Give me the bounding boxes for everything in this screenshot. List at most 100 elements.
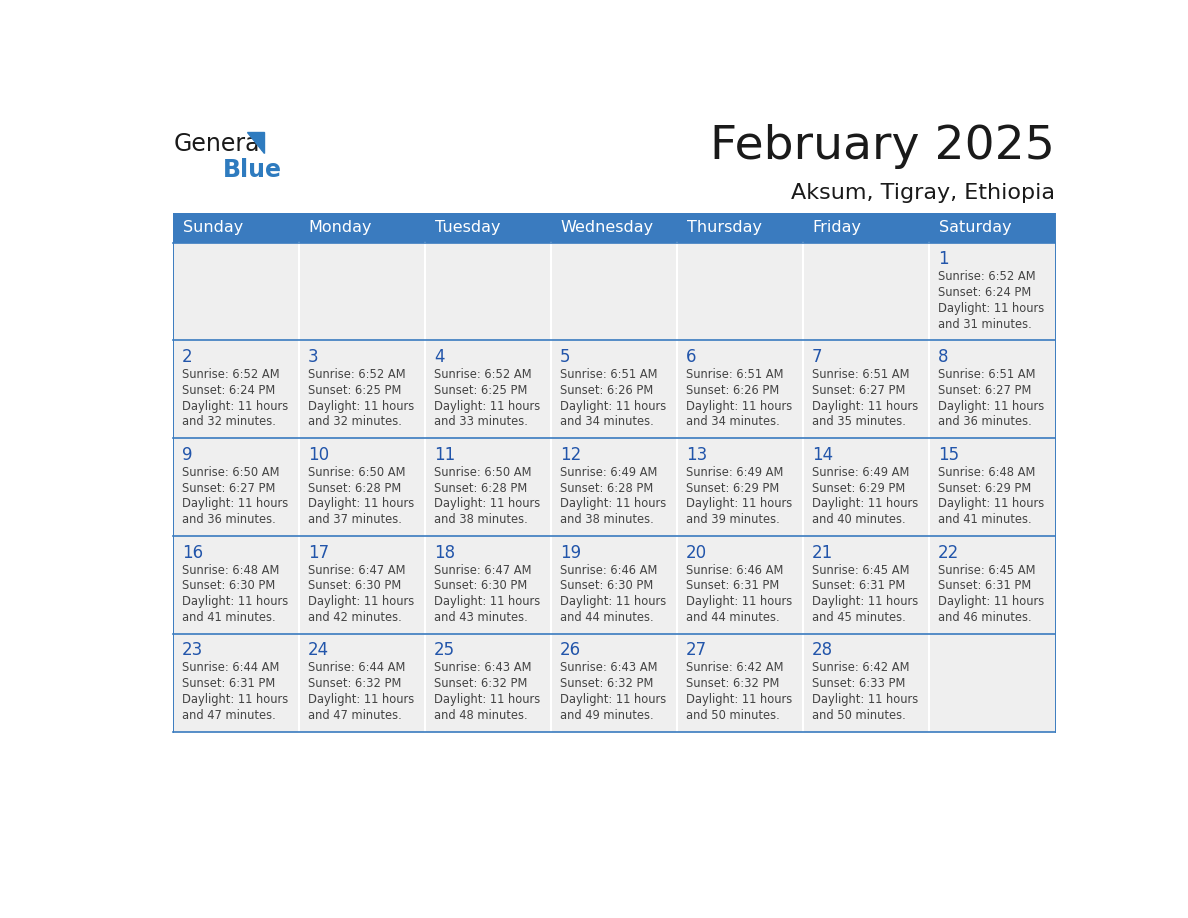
Text: Blue: Blue	[223, 158, 282, 182]
Text: 6: 6	[685, 348, 696, 366]
Text: and 49 minutes.: and 49 minutes.	[560, 709, 653, 722]
Text: and 32 minutes.: and 32 minutes.	[308, 416, 402, 429]
Text: Sunrise: 6:49 AM: Sunrise: 6:49 AM	[560, 466, 657, 479]
Text: and 47 minutes.: and 47 minutes.	[182, 709, 276, 722]
Text: Daylight: 11 hours: Daylight: 11 hours	[685, 399, 792, 413]
Text: Monday: Monday	[309, 220, 372, 236]
Bar	[551, 341, 677, 438]
Text: Daylight: 11 hours: Daylight: 11 hours	[811, 498, 918, 510]
Text: Sunrise: 6:47 AM: Sunrise: 6:47 AM	[434, 564, 531, 577]
Text: 23: 23	[182, 642, 203, 659]
Text: Daylight: 11 hours: Daylight: 11 hours	[937, 302, 1044, 315]
Bar	[425, 341, 551, 438]
Text: Sunrise: 6:52 AM: Sunrise: 6:52 AM	[182, 368, 279, 381]
Text: 24: 24	[308, 642, 329, 659]
Bar	[551, 438, 677, 536]
Text: Sunset: 6:28 PM: Sunset: 6:28 PM	[308, 482, 402, 495]
Text: Daylight: 11 hours: Daylight: 11 hours	[685, 595, 792, 609]
Text: Daylight: 11 hours: Daylight: 11 hours	[182, 498, 287, 510]
Text: Sunset: 6:29 PM: Sunset: 6:29 PM	[685, 482, 779, 495]
Text: Sunset: 6:31 PM: Sunset: 6:31 PM	[182, 677, 276, 690]
Text: and 40 minutes.: and 40 minutes.	[811, 513, 905, 526]
Bar	[299, 536, 425, 633]
Text: Sunrise: 6:47 AM: Sunrise: 6:47 AM	[308, 564, 405, 577]
Text: Daylight: 11 hours: Daylight: 11 hours	[182, 399, 287, 413]
Text: 1: 1	[937, 251, 948, 268]
Bar	[299, 341, 425, 438]
Text: February 2025: February 2025	[710, 124, 1055, 169]
Text: Daylight: 11 hours: Daylight: 11 hours	[685, 498, 792, 510]
Text: 9: 9	[182, 446, 192, 464]
Text: Sunset: 6:31 PM: Sunset: 6:31 PM	[937, 579, 1031, 592]
Text: Sunset: 6:26 PM: Sunset: 6:26 PM	[560, 384, 653, 397]
Text: Sunrise: 6:45 AM: Sunrise: 6:45 AM	[937, 564, 1035, 577]
Text: and 43 minutes.: and 43 minutes.	[434, 611, 527, 624]
Text: Sunset: 6:32 PM: Sunset: 6:32 PM	[434, 677, 527, 690]
Text: and 50 minutes.: and 50 minutes.	[811, 709, 905, 722]
Text: and 38 minutes.: and 38 minutes.	[434, 513, 527, 526]
Text: Daylight: 11 hours: Daylight: 11 hours	[811, 399, 918, 413]
Text: Sunrise: 6:50 AM: Sunrise: 6:50 AM	[182, 466, 279, 479]
Text: Sunset: 6:30 PM: Sunset: 6:30 PM	[308, 579, 402, 592]
Text: 21: 21	[811, 543, 833, 562]
Text: Sunset: 6:31 PM: Sunset: 6:31 PM	[685, 579, 779, 592]
Text: Sunset: 6:27 PM: Sunset: 6:27 PM	[811, 384, 905, 397]
Text: and 36 minutes.: and 36 minutes.	[182, 513, 276, 526]
Bar	[173, 633, 299, 732]
Text: Daylight: 11 hours: Daylight: 11 hours	[434, 498, 541, 510]
Text: Sunrise: 6:51 AM: Sunrise: 6:51 AM	[937, 368, 1035, 381]
Text: Daylight: 11 hours: Daylight: 11 hours	[560, 498, 666, 510]
Bar	[425, 242, 551, 341]
Text: Sunset: 6:31 PM: Sunset: 6:31 PM	[811, 579, 905, 592]
Text: 5: 5	[560, 348, 570, 366]
Bar	[173, 242, 299, 341]
Text: and 34 minutes.: and 34 minutes.	[685, 416, 779, 429]
Text: Sunset: 6:30 PM: Sunset: 6:30 PM	[182, 579, 276, 592]
Bar	[173, 536, 299, 633]
Text: Sunrise: 6:46 AM: Sunrise: 6:46 AM	[560, 564, 657, 577]
Text: Sunset: 6:24 PM: Sunset: 6:24 PM	[937, 286, 1031, 299]
Text: Daylight: 11 hours: Daylight: 11 hours	[182, 595, 287, 609]
Text: Sunrise: 6:43 AM: Sunrise: 6:43 AM	[434, 662, 531, 675]
Bar	[551, 213, 677, 242]
Bar	[803, 341, 929, 438]
Text: Daylight: 11 hours: Daylight: 11 hours	[811, 693, 918, 706]
Text: and 41 minutes.: and 41 minutes.	[937, 513, 1031, 526]
Text: and 33 minutes.: and 33 minutes.	[434, 416, 527, 429]
Text: Sunset: 6:28 PM: Sunset: 6:28 PM	[560, 482, 653, 495]
Bar	[929, 341, 1055, 438]
Text: 10: 10	[308, 446, 329, 464]
Text: 19: 19	[560, 543, 581, 562]
Text: 17: 17	[308, 543, 329, 562]
Text: 13: 13	[685, 446, 707, 464]
Bar	[929, 633, 1055, 732]
Text: 15: 15	[937, 446, 959, 464]
Text: Saturday: Saturday	[939, 220, 1011, 236]
Text: Sunrise: 6:48 AM: Sunrise: 6:48 AM	[182, 564, 279, 577]
Text: 25: 25	[434, 642, 455, 659]
Text: and 31 minutes.: and 31 minutes.	[937, 318, 1031, 330]
Text: Daylight: 11 hours: Daylight: 11 hours	[434, 399, 541, 413]
Text: 4: 4	[434, 348, 444, 366]
Text: Daylight: 11 hours: Daylight: 11 hours	[811, 595, 918, 609]
Bar	[677, 536, 803, 633]
Text: and 44 minutes.: and 44 minutes.	[685, 611, 779, 624]
Text: Daylight: 11 hours: Daylight: 11 hours	[560, 693, 666, 706]
Text: Sunrise: 6:44 AM: Sunrise: 6:44 AM	[182, 662, 279, 675]
Text: Sunset: 6:30 PM: Sunset: 6:30 PM	[434, 579, 527, 592]
Text: 28: 28	[811, 642, 833, 659]
Text: and 37 minutes.: and 37 minutes.	[308, 513, 402, 526]
Text: 14: 14	[811, 446, 833, 464]
Text: and 45 minutes.: and 45 minutes.	[811, 611, 905, 624]
Text: Sunrise: 6:43 AM: Sunrise: 6:43 AM	[560, 662, 657, 675]
Text: Sunrise: 6:49 AM: Sunrise: 6:49 AM	[811, 466, 909, 479]
Bar	[173, 341, 299, 438]
Bar	[425, 438, 551, 536]
Text: Sunset: 6:29 PM: Sunset: 6:29 PM	[937, 482, 1031, 495]
Text: 22: 22	[937, 543, 959, 562]
Text: and 36 minutes.: and 36 minutes.	[937, 416, 1031, 429]
Text: Sunset: 6:25 PM: Sunset: 6:25 PM	[308, 384, 402, 397]
Bar	[299, 242, 425, 341]
Bar	[929, 242, 1055, 341]
Text: Sunrise: 6:46 AM: Sunrise: 6:46 AM	[685, 564, 783, 577]
